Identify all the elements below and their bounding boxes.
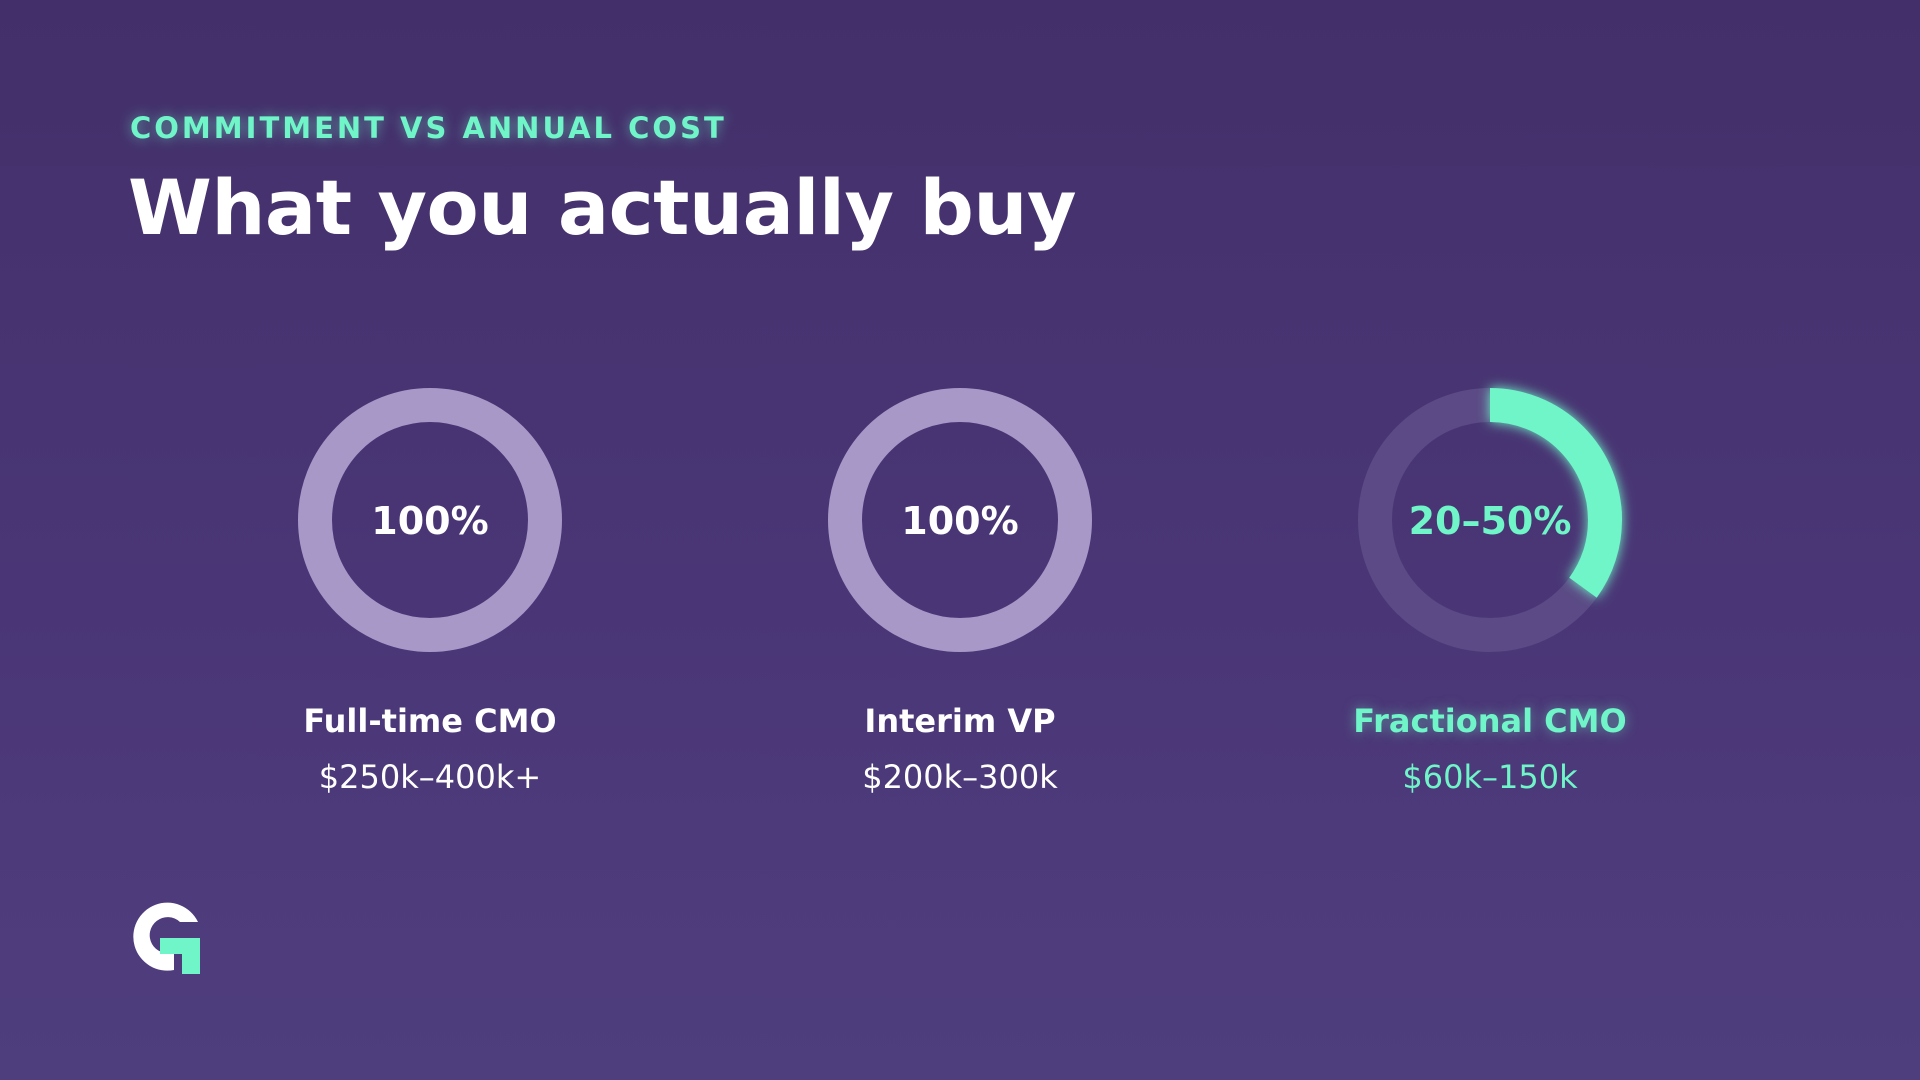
option-label: Interim VP xyxy=(864,702,1056,740)
option-cost: $60k–150k xyxy=(1402,758,1578,796)
chart-card-3: 20–50% Fractional CMO $60k–150k xyxy=(1260,380,1720,820)
donut-chart-2: 100% xyxy=(828,388,1092,652)
chart-card-1: 100% Full-time CMO $250k–400k+ xyxy=(200,380,660,820)
donut-value-label: 100% xyxy=(371,499,488,543)
g-logo-icon xyxy=(133,902,200,974)
donut-chart-1: 100% xyxy=(298,388,562,652)
option-cost: $250k–400k+ xyxy=(318,758,542,796)
donut-chart-3: 20–50% xyxy=(1358,388,1622,652)
donut-value-label: 20–50% xyxy=(1409,499,1572,543)
option-label: Full-time CMO xyxy=(303,702,557,740)
donut-arc-fill xyxy=(1358,388,1622,652)
chart-card-2: 100% Interim VP $200k–300k xyxy=(730,380,1190,820)
option-cost: $200k–300k xyxy=(862,758,1058,796)
option-label: Fractional CMO xyxy=(1353,702,1627,740)
page-title: What you actually buy xyxy=(128,163,1077,252)
eyebrow-label: COMMITMENT VS ANNUAL COST xyxy=(130,111,727,145)
donut-ring-full xyxy=(828,388,1092,652)
donut-ring-full xyxy=(298,388,562,652)
donut-value-label: 100% xyxy=(901,499,1018,543)
